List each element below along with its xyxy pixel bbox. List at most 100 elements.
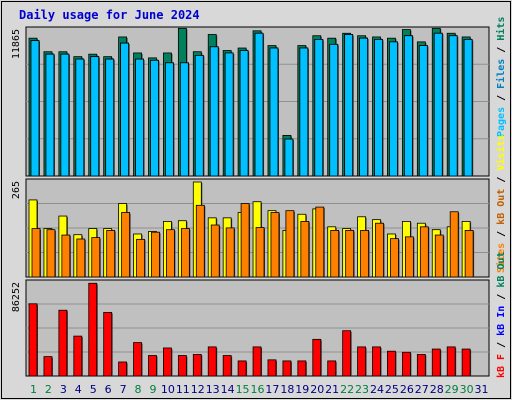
bar-pages xyxy=(30,40,40,177)
legend-panel2: Sites / kB Out / Visits xyxy=(495,135,507,273)
x-tick-label: 18 xyxy=(280,383,294,396)
panel-3: 86252 xyxy=(11,279,490,377)
x-tick-label: 22 xyxy=(340,383,354,396)
panel-1: 11865 xyxy=(11,26,490,177)
bar-pages xyxy=(60,53,70,177)
scale-label: 86252 xyxy=(11,282,22,312)
bar-pages xyxy=(135,58,144,177)
bar-sites xyxy=(76,238,86,278)
legend-part: Hits xyxy=(495,17,507,41)
bar-sites xyxy=(419,226,429,278)
legend-part: / xyxy=(496,336,507,354)
legend-part: kB In xyxy=(496,306,507,336)
panel-2: 265 xyxy=(11,178,490,278)
bar-kbytes-f xyxy=(416,354,426,377)
x-tick-label: 17 xyxy=(265,383,279,396)
bar-kbytes-f xyxy=(312,338,322,377)
bar-sites xyxy=(91,237,101,278)
x-tick-label: 13 xyxy=(206,383,220,396)
bar-pages xyxy=(329,43,339,177)
x-tick-label: 29 xyxy=(445,383,459,396)
bar-pages xyxy=(239,50,249,177)
legend-part: / xyxy=(496,171,507,189)
bar-pages xyxy=(269,47,279,177)
bar-pages xyxy=(179,62,189,177)
scale-label: 11865 xyxy=(11,29,22,59)
bar-kbytes-f xyxy=(73,335,83,377)
bar-kbytes-f xyxy=(103,311,113,377)
bar-sites xyxy=(285,210,295,278)
bar-pages xyxy=(463,39,473,177)
x-tick-label: 3 xyxy=(60,383,67,396)
legend-part: / xyxy=(496,89,507,107)
bar-pages xyxy=(374,39,383,177)
bar-sites xyxy=(315,206,325,278)
bar-kbytes-f xyxy=(297,360,307,377)
bar-kbytes-f xyxy=(282,360,292,377)
bar-sites xyxy=(225,227,235,278)
bar-pages xyxy=(433,32,443,177)
bar-sites xyxy=(255,227,265,278)
bar-pages xyxy=(90,56,100,177)
bar-pages xyxy=(344,34,354,177)
bar-kbytes-f xyxy=(58,309,68,377)
bar-pages xyxy=(120,42,130,177)
bar-pages xyxy=(209,46,219,177)
bar-pages xyxy=(448,35,458,177)
bar-sites xyxy=(404,236,414,278)
bar-sites xyxy=(300,221,310,278)
bar-kbytes-f xyxy=(357,346,366,377)
bar-kbytes-f xyxy=(446,346,456,377)
x-tick-label: 26 xyxy=(400,383,414,396)
x-tick-label: 4 xyxy=(75,383,82,396)
legend-part: / xyxy=(496,41,507,59)
bar-pages xyxy=(165,62,174,177)
chart-panels: 11865 265 86252 xyxy=(11,26,490,377)
bar-pages xyxy=(150,59,159,177)
x-tick-label: 21 xyxy=(325,383,339,396)
x-tick-label: 9 xyxy=(149,383,156,396)
bar-sites xyxy=(195,204,205,278)
legend-part: Pages xyxy=(496,107,507,137)
bar-sites xyxy=(31,228,41,278)
x-tick-label: 8 xyxy=(135,383,142,396)
x-tick-label: 16 xyxy=(251,383,265,396)
bar-kbytes-f xyxy=(237,360,247,377)
bar-pages xyxy=(105,58,115,177)
bar-sites xyxy=(240,203,250,278)
bar-sites xyxy=(151,231,160,278)
x-tick-label: 19 xyxy=(295,383,309,396)
legend-part: kB Out xyxy=(496,189,507,225)
x-tick-label: 30 xyxy=(460,383,474,396)
x-tick-label: 23 xyxy=(355,383,369,396)
bar-kbytes-f xyxy=(133,342,142,377)
bar-kbytes-f xyxy=(252,346,262,377)
bar-kbytes-f xyxy=(207,346,217,377)
x-tick-label: 24 xyxy=(370,383,384,396)
bar-kbytes-f xyxy=(222,355,232,377)
x-tick-label: 25 xyxy=(385,383,399,396)
legend-part: Files xyxy=(495,59,507,89)
bar-sites xyxy=(434,234,444,278)
bar-kbytes-f xyxy=(342,330,352,377)
x-axis-labels: 1 2 3 4 5 6 7 8 9 10 11 12 13 14 15 16 17 18 19 20 21 22 23 24 2… xyxy=(30,383,489,396)
x-tick-label: 6 xyxy=(105,383,112,396)
legend-part: kB F xyxy=(496,354,507,378)
x-tick-label: 5 xyxy=(90,383,97,396)
bar-sites xyxy=(375,222,384,278)
bar-sites xyxy=(270,212,280,278)
x-tick-label: 14 xyxy=(221,383,235,396)
bar-pages xyxy=(389,41,398,177)
x-tick-label: 2 xyxy=(45,383,52,396)
x-tick-label: 7 xyxy=(120,383,127,396)
legend-part: Visits xyxy=(495,135,507,171)
bar-sites xyxy=(210,224,220,278)
legend-part: / xyxy=(496,225,507,243)
bar-sites xyxy=(180,228,190,278)
legend-part: kB Out xyxy=(496,252,507,288)
bar-pages xyxy=(284,138,294,177)
bar-kbytes-f xyxy=(372,346,381,377)
bar-sites xyxy=(345,229,355,278)
bar-pages xyxy=(314,39,324,177)
